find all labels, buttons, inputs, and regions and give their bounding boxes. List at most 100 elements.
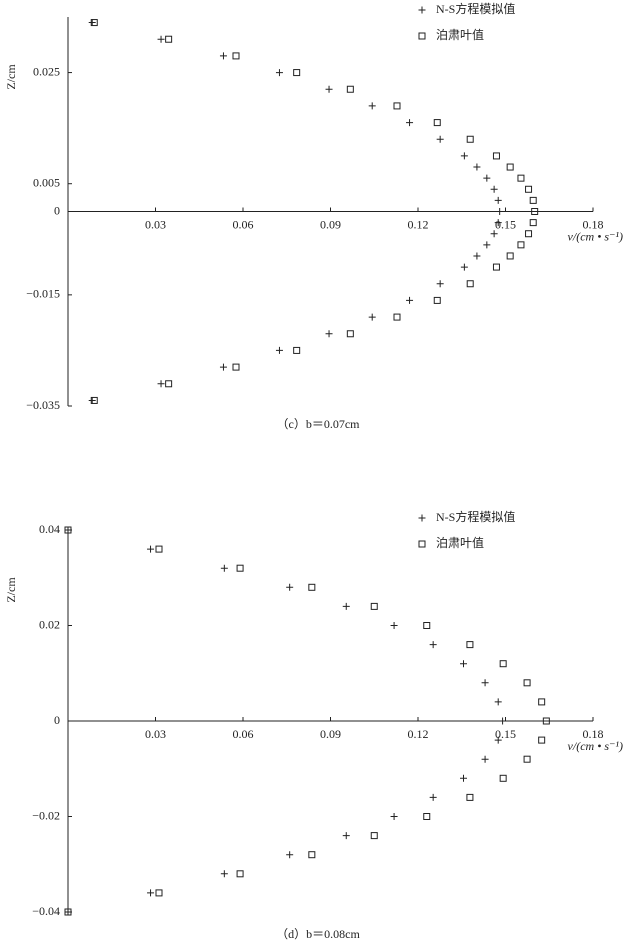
legend-label: N-S方程模拟值: [436, 509, 515, 524]
square-marker: [529, 196, 537, 204]
y-tick-label: 0: [54, 713, 60, 727]
square-marker: [165, 35, 173, 43]
y-axis-label: Z/cm: [4, 577, 18, 603]
plus-marker: [481, 755, 489, 763]
square-marker: [232, 52, 240, 60]
x-tick-label: 0.06: [233, 727, 254, 741]
x-tick-label: 0.03: [145, 727, 166, 741]
plus-marker: [390, 813, 398, 820]
plus-marker: [406, 296, 414, 304]
square-marker: [506, 252, 514, 260]
square-marker: [90, 396, 98, 404]
plus-marker: [494, 698, 502, 706]
x-axis-label: v/(cm • s⁻¹): [568, 739, 623, 753]
plus-marker: [368, 102, 376, 110]
square-marker: [423, 813, 431, 820]
square-marker: [293, 69, 301, 77]
plus-marker: [147, 545, 155, 553]
square-marker: [90, 19, 98, 27]
square-marker: [529, 219, 537, 227]
plus-marker: [499, 717, 507, 725]
plus-marker: [88, 19, 96, 27]
square-marker: [433, 296, 441, 304]
plus-marker: [390, 622, 398, 629]
y-tick-label: 0.04: [39, 522, 60, 536]
legend-label: 泊肃叶值: [436, 535, 484, 550]
y-axis-label: Z/cm: [4, 64, 18, 90]
square-marker: [466, 793, 474, 801]
plus-marker: [436, 280, 444, 288]
square-marker: [466, 641, 474, 649]
square-marker: [232, 363, 240, 371]
square-marker: [523, 679, 531, 687]
plus-marker: [496, 208, 504, 215]
plus-marker: [325, 330, 333, 338]
y-tick-label: 0: [54, 203, 60, 217]
caption: （c）b＝0.07cm: [277, 417, 361, 431]
square-marker: [155, 545, 163, 553]
square-marker: [466, 280, 474, 288]
square-marker: [236, 564, 244, 572]
plus-marker: [286, 583, 294, 591]
square-marker: [393, 313, 401, 321]
plus-marker: [460, 152, 468, 160]
legend-symbol: [418, 540, 426, 548]
plus-marker: [406, 119, 414, 127]
square-marker: [538, 736, 546, 744]
plus-marker: [368, 313, 376, 321]
plus-marker: [490, 185, 498, 193]
caption: （d）b＝0.08cm: [276, 927, 360, 941]
legend-symbol: [418, 32, 426, 40]
plus-marker: [275, 69, 283, 77]
square-marker: [492, 152, 500, 160]
square-marker: [517, 174, 525, 182]
x-tick-label: 0.09: [320, 727, 341, 741]
square-marker: [531, 208, 539, 215]
y-tick-label: 0.025: [33, 64, 60, 78]
square-marker: [165, 380, 173, 388]
plus-marker: [473, 252, 481, 260]
plus-marker: [481, 679, 489, 687]
square-marker: [346, 85, 354, 93]
square-marker: [433, 119, 441, 127]
plus-marker: [147, 889, 155, 897]
square-marker: [523, 755, 531, 763]
legend-label: 泊肃叶值: [436, 27, 484, 42]
square-marker: [525, 185, 533, 193]
legend-symbol: [418, 6, 426, 14]
legend-symbol: [418, 514, 426, 522]
square-marker: [499, 660, 507, 668]
x-tick-label: 0.03: [145, 217, 166, 231]
plus-marker: [220, 564, 228, 572]
square-marker: [236, 870, 244, 878]
plus-marker: [342, 602, 350, 610]
plus-marker: [490, 230, 498, 238]
square-marker: [370, 832, 378, 840]
x-axis-label: v/(cm • s⁻¹): [568, 229, 623, 243]
plus-marker: [325, 85, 333, 93]
plus-marker: [157, 380, 165, 388]
plus-marker: [494, 196, 502, 204]
square-marker: [64, 908, 72, 916]
plus-marker: [436, 135, 444, 143]
y-tick-label: −0.015: [26, 287, 60, 301]
y-tick-label: −0.035: [26, 398, 60, 412]
x-tick-label: 0.18: [583, 217, 604, 231]
square-marker: [293, 346, 301, 354]
plus-marker: [494, 736, 502, 744]
x-tick-label: 0.15: [495, 217, 516, 231]
plus-marker: [460, 774, 467, 782]
square-marker: [538, 698, 546, 706]
plus-marker: [219, 363, 227, 371]
square-marker: [346, 330, 354, 338]
x-tick-label: 0.09: [320, 217, 341, 231]
legend-label: N-S方程模拟值: [436, 1, 515, 16]
x-tick-label: 0.18: [583, 727, 604, 741]
plus-marker: [483, 241, 491, 249]
y-tick-label: 0.005: [33, 175, 60, 189]
square-marker: [64, 526, 72, 534]
square-marker: [370, 602, 378, 610]
y-tick-label: −0.02: [32, 808, 60, 822]
square-marker: [492, 263, 500, 271]
plus-marker: [429, 793, 437, 801]
